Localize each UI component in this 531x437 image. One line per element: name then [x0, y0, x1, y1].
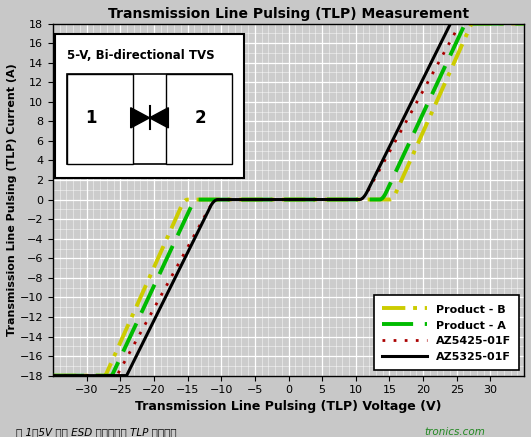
- Product - B: [251, 197, 257, 202]
- Product - B: [512, 21, 518, 26]
- AZ5425-01F: [251, 197, 257, 202]
- Product - A: [512, 21, 518, 26]
- Product - B: [104, 370, 110, 375]
- AZ5425-01F: [50, 373, 56, 378]
- Y-axis label: Transmission Line Pulsing (TLP) Current (A): Transmission Line Pulsing (TLP) Current …: [7, 63, 17, 336]
- Product - B: [461, 38, 467, 43]
- AZ5325-01F: [521, 21, 527, 26]
- AZ5325-01F: [512, 21, 518, 26]
- Product - A: [251, 197, 257, 202]
- Product - A: [521, 21, 527, 26]
- AZ5325-01F: [104, 373, 110, 378]
- Text: 图 1：5V 双向 ESD 保护组件的 TLP 测试曲线: 图 1：5V 双向 ESD 保护组件的 TLP 测试曲线: [16, 427, 176, 437]
- Text: tronics.com: tronics.com: [425, 427, 486, 437]
- AZ5425-01F: [521, 21, 527, 26]
- Product - B: [468, 21, 475, 26]
- Product - B: [521, 21, 527, 26]
- AZ5425-01F: [132, 341, 138, 346]
- Title: Transmission Line Pulsing (TLP) Measurement: Transmission Line Pulsing (TLP) Measurem…: [108, 7, 469, 21]
- Product - A: [132, 325, 138, 330]
- Line: AZ5325-01F: AZ5325-01F: [53, 24, 524, 376]
- Line: AZ5425-01F: AZ5425-01F: [53, 24, 524, 376]
- AZ5325-01F: [251, 197, 257, 202]
- AZ5325-01F: [50, 373, 56, 378]
- Product - A: [50, 373, 56, 378]
- X-axis label: Transmission Line Pulsing (TLP) Voltage (V): Transmission Line Pulsing (TLP) Voltage …: [135, 399, 442, 413]
- Product - A: [230, 197, 237, 202]
- Product - B: [132, 308, 138, 313]
- AZ5425-01F: [104, 373, 110, 378]
- Product - A: [461, 23, 467, 28]
- Line: Product - A: Product - A: [53, 24, 524, 376]
- Product - B: [50, 373, 56, 378]
- AZ5325-01F: [447, 21, 453, 26]
- AZ5425-01F: [453, 21, 460, 26]
- AZ5425-01F: [461, 21, 467, 26]
- AZ5325-01F: [132, 357, 138, 362]
- Product - B: [230, 197, 237, 202]
- Line: Product - B: Product - B: [53, 24, 524, 376]
- AZ5425-01F: [230, 197, 237, 202]
- AZ5325-01F: [230, 197, 237, 202]
- Legend: Product - B, Product - A, AZ5425-01F, AZ5325-01F: Product - B, Product - A, AZ5425-01F, AZ…: [374, 295, 518, 370]
- AZ5325-01F: [461, 21, 467, 26]
- Product - A: [462, 21, 468, 26]
- Product - A: [104, 373, 110, 378]
- AZ5425-01F: [512, 21, 518, 26]
